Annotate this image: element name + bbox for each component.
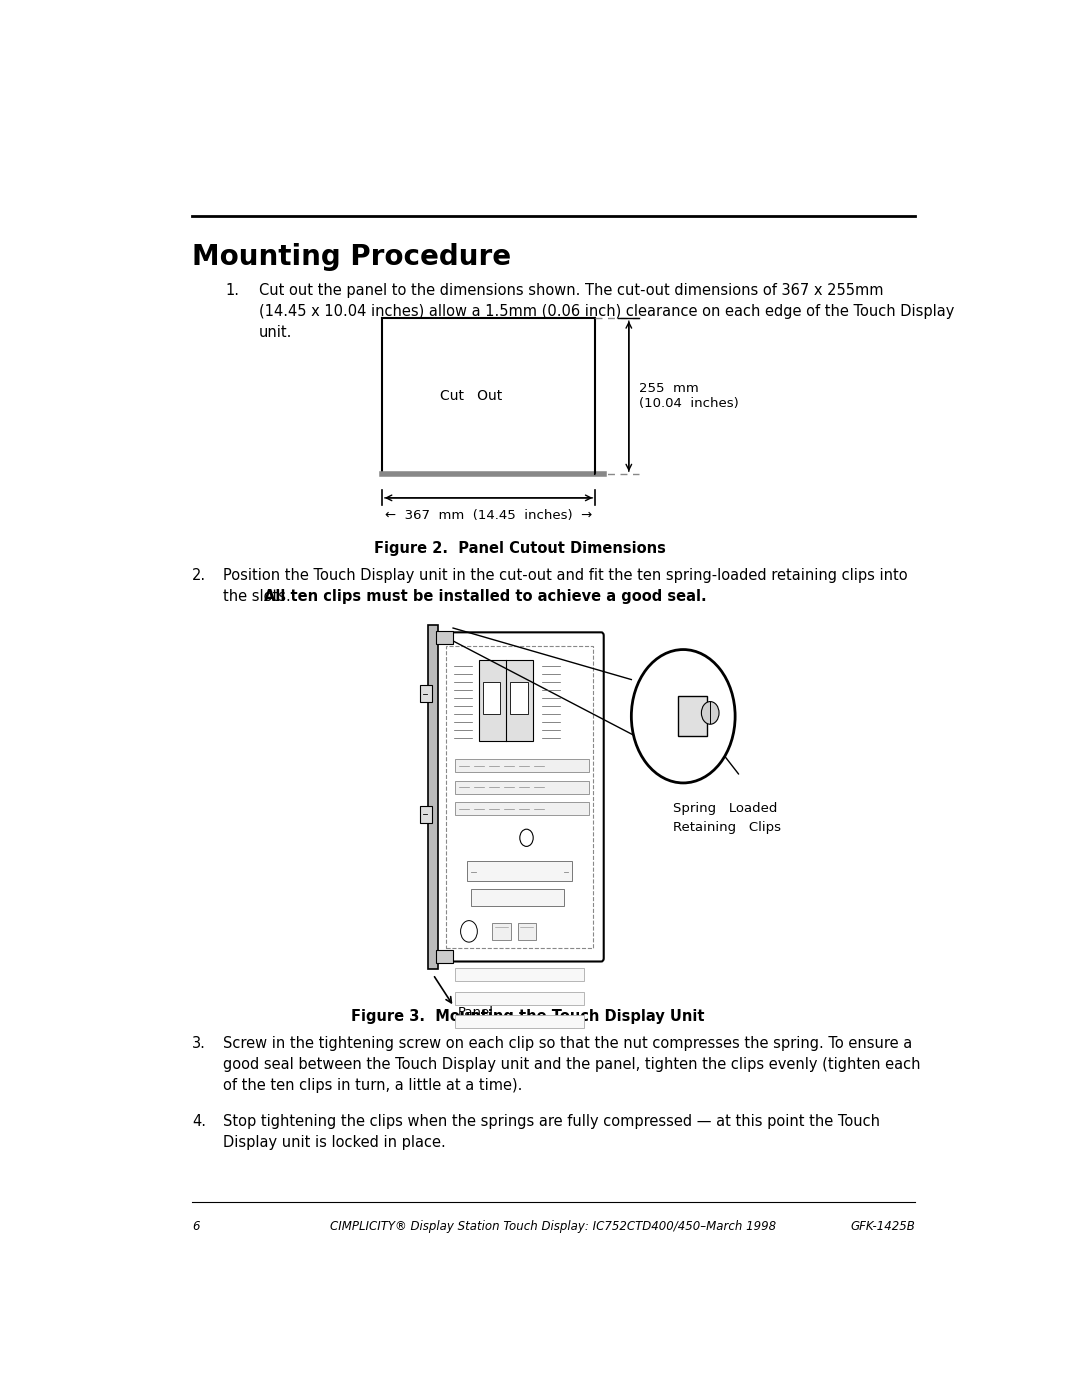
- Bar: [468, 862, 572, 882]
- FancyBboxPatch shape: [435, 633, 604, 961]
- Bar: [455, 760, 589, 773]
- Bar: [492, 923, 511, 940]
- Bar: [517, 923, 536, 940]
- Circle shape: [701, 701, 719, 724]
- Bar: [455, 781, 589, 793]
- Text: Screw in the tightening screw on each clip so that the nut compresses the spring: Screw in the tightening screw on each cl…: [222, 1035, 913, 1051]
- Bar: [436, 631, 454, 644]
- Text: ←  367  mm  (14.45  inches)  →: ← 367 mm (14.45 inches) →: [384, 509, 592, 521]
- Text: Retaining   Clips: Retaining Clips: [673, 820, 781, 834]
- Bar: [419, 806, 432, 823]
- Circle shape: [519, 830, 534, 847]
- Bar: [455, 992, 584, 1004]
- Text: All ten clips must be installed to achieve a good seal.: All ten clips must be installed to achie…: [264, 588, 706, 604]
- Text: the slots.: the slots.: [222, 588, 295, 604]
- Bar: [472, 890, 564, 905]
- Text: unit.: unit.: [259, 324, 293, 339]
- Bar: [455, 802, 589, 816]
- Circle shape: [632, 650, 735, 782]
- Text: 4.: 4.: [192, 1115, 206, 1129]
- Text: Position the Touch Display unit in the cut-out and fit the ten spring-loaded ret: Position the Touch Display unit in the c…: [222, 567, 907, 583]
- Text: 2.: 2.: [192, 567, 206, 583]
- Bar: [428, 624, 438, 970]
- Bar: [436, 950, 454, 963]
- Text: Cut   Out: Cut Out: [441, 390, 502, 404]
- Text: Figure 2.  Panel Cutout Dimensions: Figure 2. Panel Cutout Dimensions: [374, 541, 665, 556]
- Text: 1.: 1.: [226, 282, 240, 298]
- Text: Cut out the panel to the dimensions shown. The cut-out dimensions of 367 x 255mm: Cut out the panel to the dimensions show…: [259, 282, 883, 298]
- Bar: [446, 647, 593, 947]
- Bar: [511, 682, 527, 714]
- Text: Spring   Loaded: Spring Loaded: [673, 802, 778, 816]
- Text: Figure 3.  Mounting the Touch Display Unit: Figure 3. Mounting the Touch Display Uni…: [351, 1009, 704, 1024]
- Text: (14.45 x 10.04 inches) allow a 1.5mm (0.06 inch) clearance on each edge of the T: (14.45 x 10.04 inches) allow a 1.5mm (0.…: [259, 303, 955, 319]
- Text: 6: 6: [192, 1220, 200, 1232]
- Text: good seal between the Touch Display unit and the panel, tighten the clips evenly: good seal between the Touch Display unit…: [222, 1056, 920, 1071]
- Text: 3.: 3.: [192, 1035, 206, 1051]
- Text: Panel: Panel: [458, 1006, 494, 1018]
- Bar: [483, 682, 500, 714]
- Text: Display unit is locked in place.: Display unit is locked in place.: [222, 1136, 446, 1150]
- Text: Mounting Procedure: Mounting Procedure: [192, 243, 511, 271]
- Text: GFK-1425B: GFK-1425B: [850, 1220, 915, 1232]
- Text: CIMPLICITY® Display Station Touch Display: IC752CTD400/450–March 1998: CIMPLICITY® Display Station Touch Displa…: [330, 1220, 777, 1232]
- Bar: [455, 1016, 584, 1028]
- Bar: [455, 968, 584, 981]
- Bar: [480, 661, 534, 740]
- Bar: [419, 685, 432, 703]
- Text: of the ten clips in turn, a little at a time).: of the ten clips in turn, a little at a …: [222, 1077, 523, 1092]
- Circle shape: [460, 921, 477, 942]
- Text: Stop tightening the clips when the springs are fully compressed — at this point : Stop tightening the clips when the sprin…: [222, 1115, 880, 1129]
- Bar: [678, 696, 706, 736]
- Text: 255  mm
(10.04  inches): 255 mm (10.04 inches): [639, 383, 739, 411]
